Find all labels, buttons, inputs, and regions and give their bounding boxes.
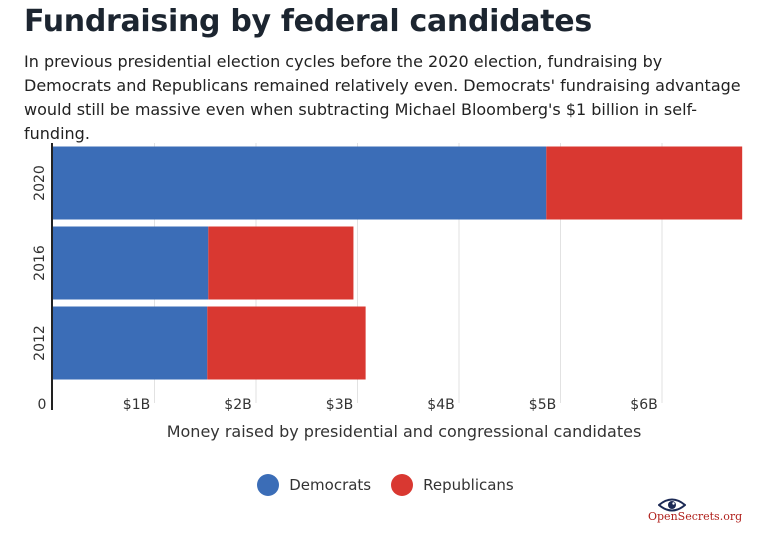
legend-swatch-democrats [257, 474, 280, 496]
x-tick-label: $3B [326, 397, 353, 413]
opensecrets-logo[interactable]: OpenSecrets.org [648, 498, 742, 528]
category-labels: 2020 2016 2012 [32, 165, 48, 361]
x-tick-label: $2B [224, 397, 251, 413]
eye-icon [658, 498, 686, 512]
x-axis-label: Money raised by presidential and congres… [167, 422, 642, 441]
x-tick-label: 0 [38, 397, 47, 413]
bar-republicans-2020 [546, 146, 743, 220]
legend-item-republicans: Republicans [391, 474, 514, 496]
bar-republicans-2012 [207, 306, 366, 380]
x-tick-label: $6B [630, 397, 657, 413]
category-label-2012: 2012 [32, 325, 48, 361]
chart-title: Fundraising by federal candidates [24, 4, 592, 39]
bar-democrats-2012 [53, 306, 208, 380]
legend-item-democrats: Democrats [257, 474, 371, 496]
category-label-2020: 2020 [32, 165, 48, 201]
legend: Democrats Republicans [0, 474, 771, 496]
legend-label-democrats: Democrats [289, 476, 372, 494]
bar-group [53, 146, 743, 380]
chart-subtitle: In previous presidential election cycles… [24, 52, 741, 143]
logo-text: OpenSecrets.org [648, 510, 743, 523]
bar-republicans-2016 [208, 226, 354, 300]
category-label-2016: 2016 [32, 245, 48, 281]
legend-label-republicans: Republicans [423, 476, 514, 494]
x-tick-label: $4B [427, 397, 454, 413]
x-tick-label: $5B [529, 397, 556, 413]
bar-democrats-2020 [53, 146, 547, 220]
legend-swatch-republicans [391, 474, 414, 496]
x-tick-label: $1B [123, 397, 150, 413]
bar-democrats-2016 [53, 226, 209, 300]
x-tick-labels: 0 $1B $2B $3B $4B $5B $6B [38, 397, 658, 413]
